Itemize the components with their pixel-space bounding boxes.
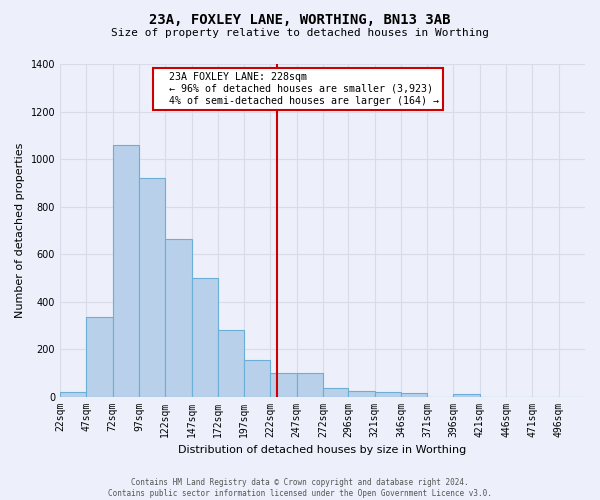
Bar — [323, 388, 348, 396]
Bar — [374, 392, 401, 396]
X-axis label: Distribution of detached houses by size in Worthing: Distribution of detached houses by size … — [178, 445, 467, 455]
Bar — [218, 330, 244, 396]
Text: Contains HM Land Registry data © Crown copyright and database right 2024.
Contai: Contains HM Land Registry data © Crown c… — [108, 478, 492, 498]
Bar — [297, 373, 323, 396]
Y-axis label: Number of detached properties: Number of detached properties — [15, 142, 25, 318]
Bar — [86, 317, 113, 396]
Text: Size of property relative to detached houses in Worthing: Size of property relative to detached ho… — [111, 28, 489, 38]
Bar — [165, 238, 191, 396]
Bar — [60, 392, 86, 396]
Bar — [139, 178, 165, 396]
Bar — [454, 394, 480, 396]
Bar — [271, 373, 297, 396]
Bar — [348, 390, 374, 396]
Bar — [401, 393, 427, 396]
Text: 23A, FOXLEY LANE, WORTHING, BN13 3AB: 23A, FOXLEY LANE, WORTHING, BN13 3AB — [149, 12, 451, 26]
Bar — [191, 278, 218, 396]
Bar — [113, 145, 139, 397]
Bar — [244, 360, 271, 397]
Text: 23A FOXLEY LANE: 228sqm
  ← 96% of detached houses are smaller (3,923)
  4% of s: 23A FOXLEY LANE: 228sqm ← 96% of detache… — [157, 72, 439, 106]
